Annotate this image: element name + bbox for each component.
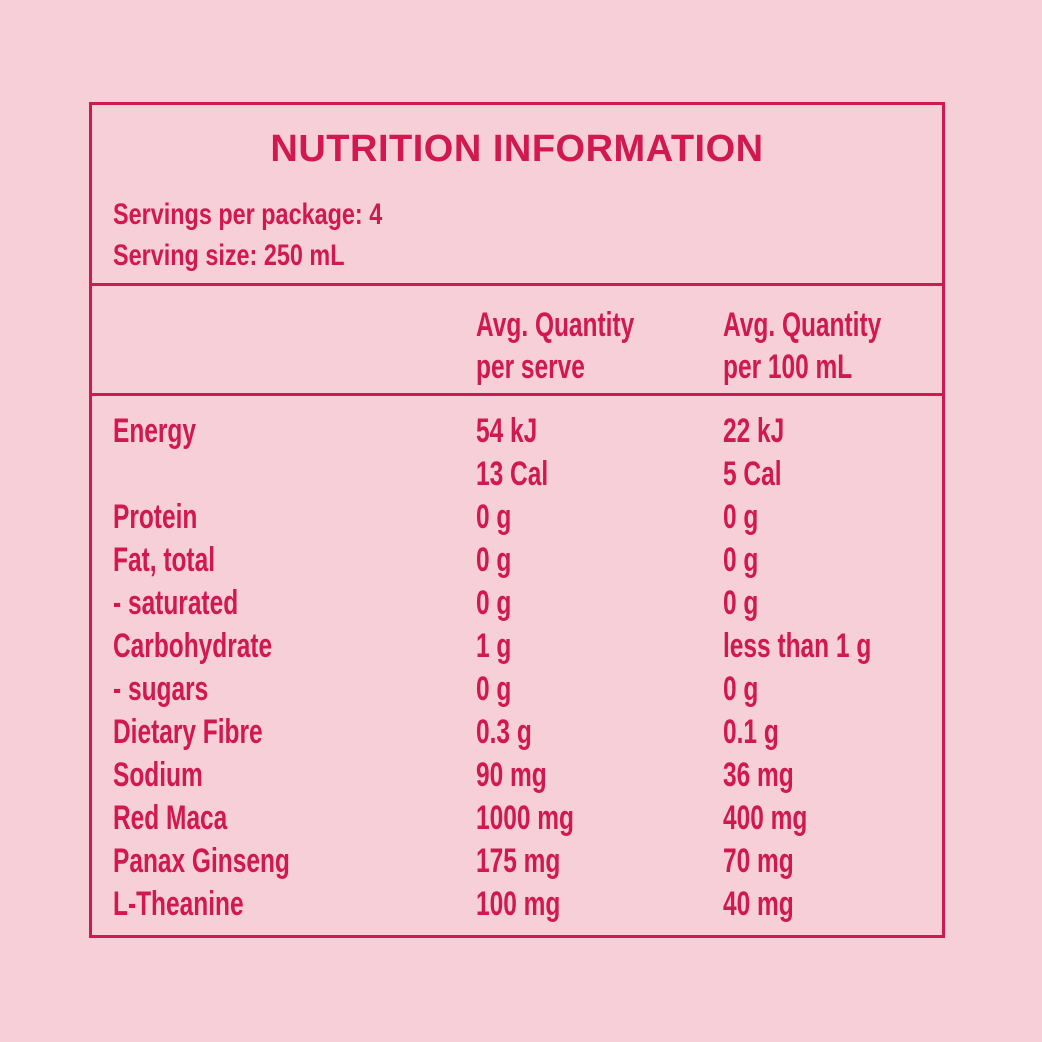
per-100ml-value: 0.1 g	[723, 713, 779, 751]
column-header-per-serve: Avg. Quantity per serve	[476, 304, 634, 388]
table-row: Fat, total 0 g 0 g	[92, 539, 942, 582]
table-row: L-Theanine 100 mg 40 mg	[92, 883, 942, 926]
nutrient-name: L-Theanine	[113, 885, 244, 923]
nutrient-name: Panax Ginseng	[113, 842, 290, 880]
table-row: Carbohydrate 1 g less than 1 g	[92, 625, 942, 668]
per-100ml-value: 22 kJ 5 Cal	[723, 410, 784, 496]
per-serve-value: 0 g	[476, 670, 512, 708]
nutrient-name: - saturated	[113, 584, 239, 622]
nutrient-name: Dietary Fibre	[113, 713, 263, 751]
per-100ml-value-cal: 5 Cal	[723, 455, 782, 493]
per-100ml-value: 400 mg	[723, 799, 808, 837]
panel-header: NUTRITION INFORMATION Servings per packa…	[92, 105, 942, 286]
column-header-per-100ml-line1: Avg. Quantity	[723, 306, 882, 344]
per-100ml-value: 70 mg	[723, 842, 794, 880]
per-100ml-value: 0 g	[723, 541, 759, 579]
per-serve-value: 0 g	[476, 584, 512, 622]
per-serve-value: 54 kJ 13 Cal	[476, 410, 548, 496]
table-row: Energy 54 kJ 13 Cal 22 kJ 5 Cal	[92, 410, 942, 496]
per-serve-value: 1 g	[476, 627, 512, 665]
per-100ml-value: 40 mg	[723, 885, 794, 923]
per-100ml-value: 0 g	[723, 670, 759, 708]
per-serve-value: 90 mg	[476, 756, 547, 794]
per-serve-value-cal: 13 Cal	[476, 455, 549, 493]
serving-size: Serving size: 250 mL	[113, 239, 345, 272]
panel-title: NUTRITION INFORMATION	[270, 128, 764, 170]
table-row: Sodium 90 mg 36 mg	[92, 754, 942, 797]
nutrition-panel: NUTRITION INFORMATION Servings per packa…	[89, 102, 945, 938]
table-row: - saturated 0 g 0 g	[92, 582, 942, 625]
column-header-per-100ml: Avg. Quantity per 100 mL	[723, 304, 881, 388]
per-serve-value: 0 g	[476, 541, 512, 579]
nutrient-name: - sugars	[113, 670, 209, 708]
per-100ml-value: 0 g	[723, 498, 759, 536]
per-serve-value: 175 mg	[476, 842, 561, 880]
per-serve-value: 100 mg	[476, 885, 561, 923]
nutrient-name: Red Maca	[113, 799, 228, 837]
nutrient-name: Fat, total	[113, 541, 216, 579]
table-row: - sugars 0 g 0 g	[92, 668, 942, 711]
per-serve-value-kj: 54 kJ	[476, 412, 538, 450]
column-header-per-100ml-line2: per 100 mL	[723, 348, 853, 386]
nutrient-name: Carbohydrate	[113, 627, 273, 665]
column-headers: Avg. Quantity per serve Avg. Quantity pe…	[92, 286, 942, 396]
column-header-per-serve-line1: Avg. Quantity	[476, 306, 635, 344]
nutrient-rows: Energy 54 kJ 13 Cal 22 kJ 5 Cal Protein …	[92, 410, 942, 926]
table-row: Red Maca 1000 mg 400 mg	[92, 797, 942, 840]
per-serve-value: 0 g	[476, 498, 512, 536]
table-row: Dietary Fibre 0.3 g 0.1 g	[92, 711, 942, 754]
per-100ml-value-kj: 22 kJ	[723, 412, 785, 450]
per-100ml-value: 36 mg	[723, 756, 794, 794]
per-100ml-value: 0 g	[723, 584, 759, 622]
per-serve-value: 0.3 g	[476, 713, 532, 751]
table-row: Panax Ginseng 175 mg 70 mg	[92, 840, 942, 883]
per-100ml-value: less than 1 g	[723, 627, 872, 665]
servings-per-package: Servings per package: 4	[113, 198, 383, 231]
table-row: Protein 0 g 0 g	[92, 496, 942, 539]
nutrient-name: Sodium	[113, 756, 203, 794]
nutrient-name: Protein	[113, 498, 198, 536]
column-header-per-serve-line2: per serve	[476, 348, 585, 386]
per-serve-value: 1000 mg	[476, 799, 574, 837]
nutrient-name: Energy	[113, 412, 196, 450]
